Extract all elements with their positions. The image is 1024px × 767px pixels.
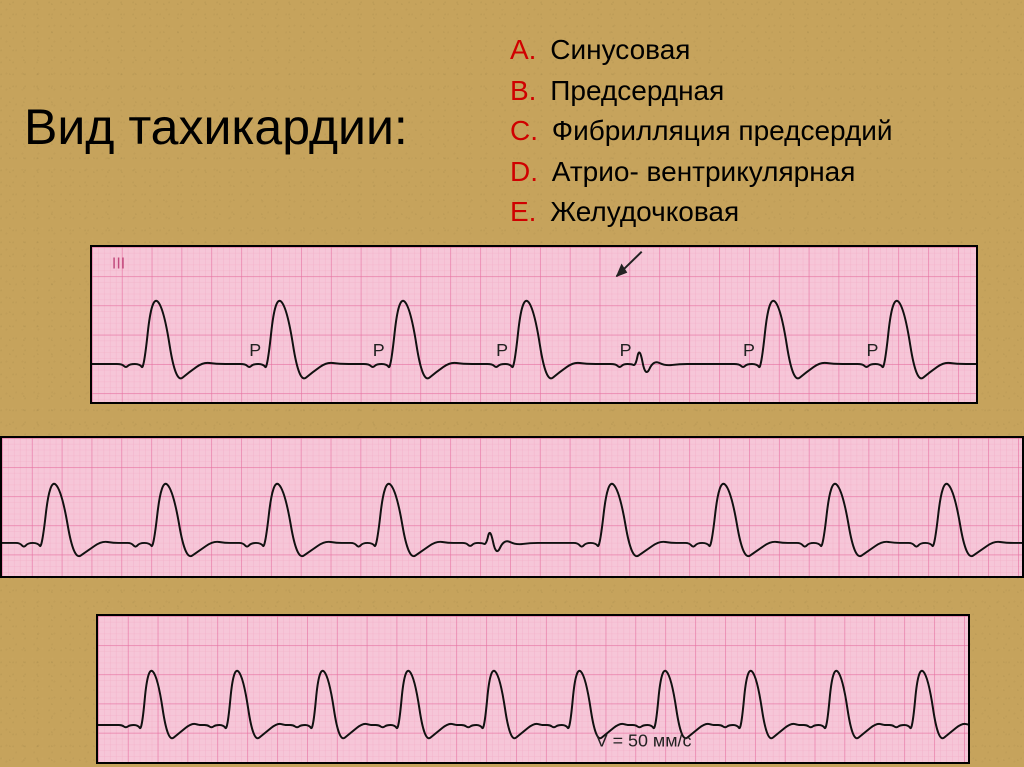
- option-a: A. Синусовая: [510, 30, 893, 71]
- option-text: Фибрилляция предсердий: [552, 115, 893, 146]
- option-text: Атрио- вентрикулярная: [552, 156, 856, 187]
- svg-text:P: P: [373, 340, 385, 360]
- ecg-strip-1: P P P P P P III: [90, 245, 978, 404]
- option-e: E. Желудочковая: [510, 192, 893, 233]
- svg-text:P: P: [496, 340, 508, 360]
- option-letter: A.: [510, 34, 536, 65]
- option-b: B. Предсердная: [510, 71, 893, 112]
- option-d: D. Атрио- вентрикулярная: [510, 152, 893, 193]
- option-c: C. Фибрилляция предсердий: [510, 111, 893, 152]
- svg-text:P: P: [866, 340, 878, 360]
- svg-text:III: III: [112, 256, 125, 273]
- option-text: Синусовая: [550, 34, 690, 65]
- option-text: Предсердная: [550, 75, 724, 106]
- option-letter: E.: [510, 196, 536, 227]
- option-letter: B.: [510, 75, 536, 106]
- svg-text:P: P: [620, 340, 632, 360]
- option-text: Желудочковая: [550, 196, 739, 227]
- svg-text:P: P: [249, 340, 261, 360]
- svg-text:P: P: [743, 340, 755, 360]
- option-letter: D.: [510, 156, 538, 187]
- ecg-strip-3: V = 50 мм/с: [96, 614, 970, 764]
- svg-text:V = 50 мм/с: V = 50 мм/с: [596, 731, 692, 751]
- page-title: Вид тахикардии:: [24, 100, 408, 155]
- ecg-strip-2: [0, 436, 1024, 578]
- option-letter: C.: [510, 115, 538, 146]
- answer-options: A. Синусовая B. Предсердная C. Фибрилляц…: [510, 30, 893, 233]
